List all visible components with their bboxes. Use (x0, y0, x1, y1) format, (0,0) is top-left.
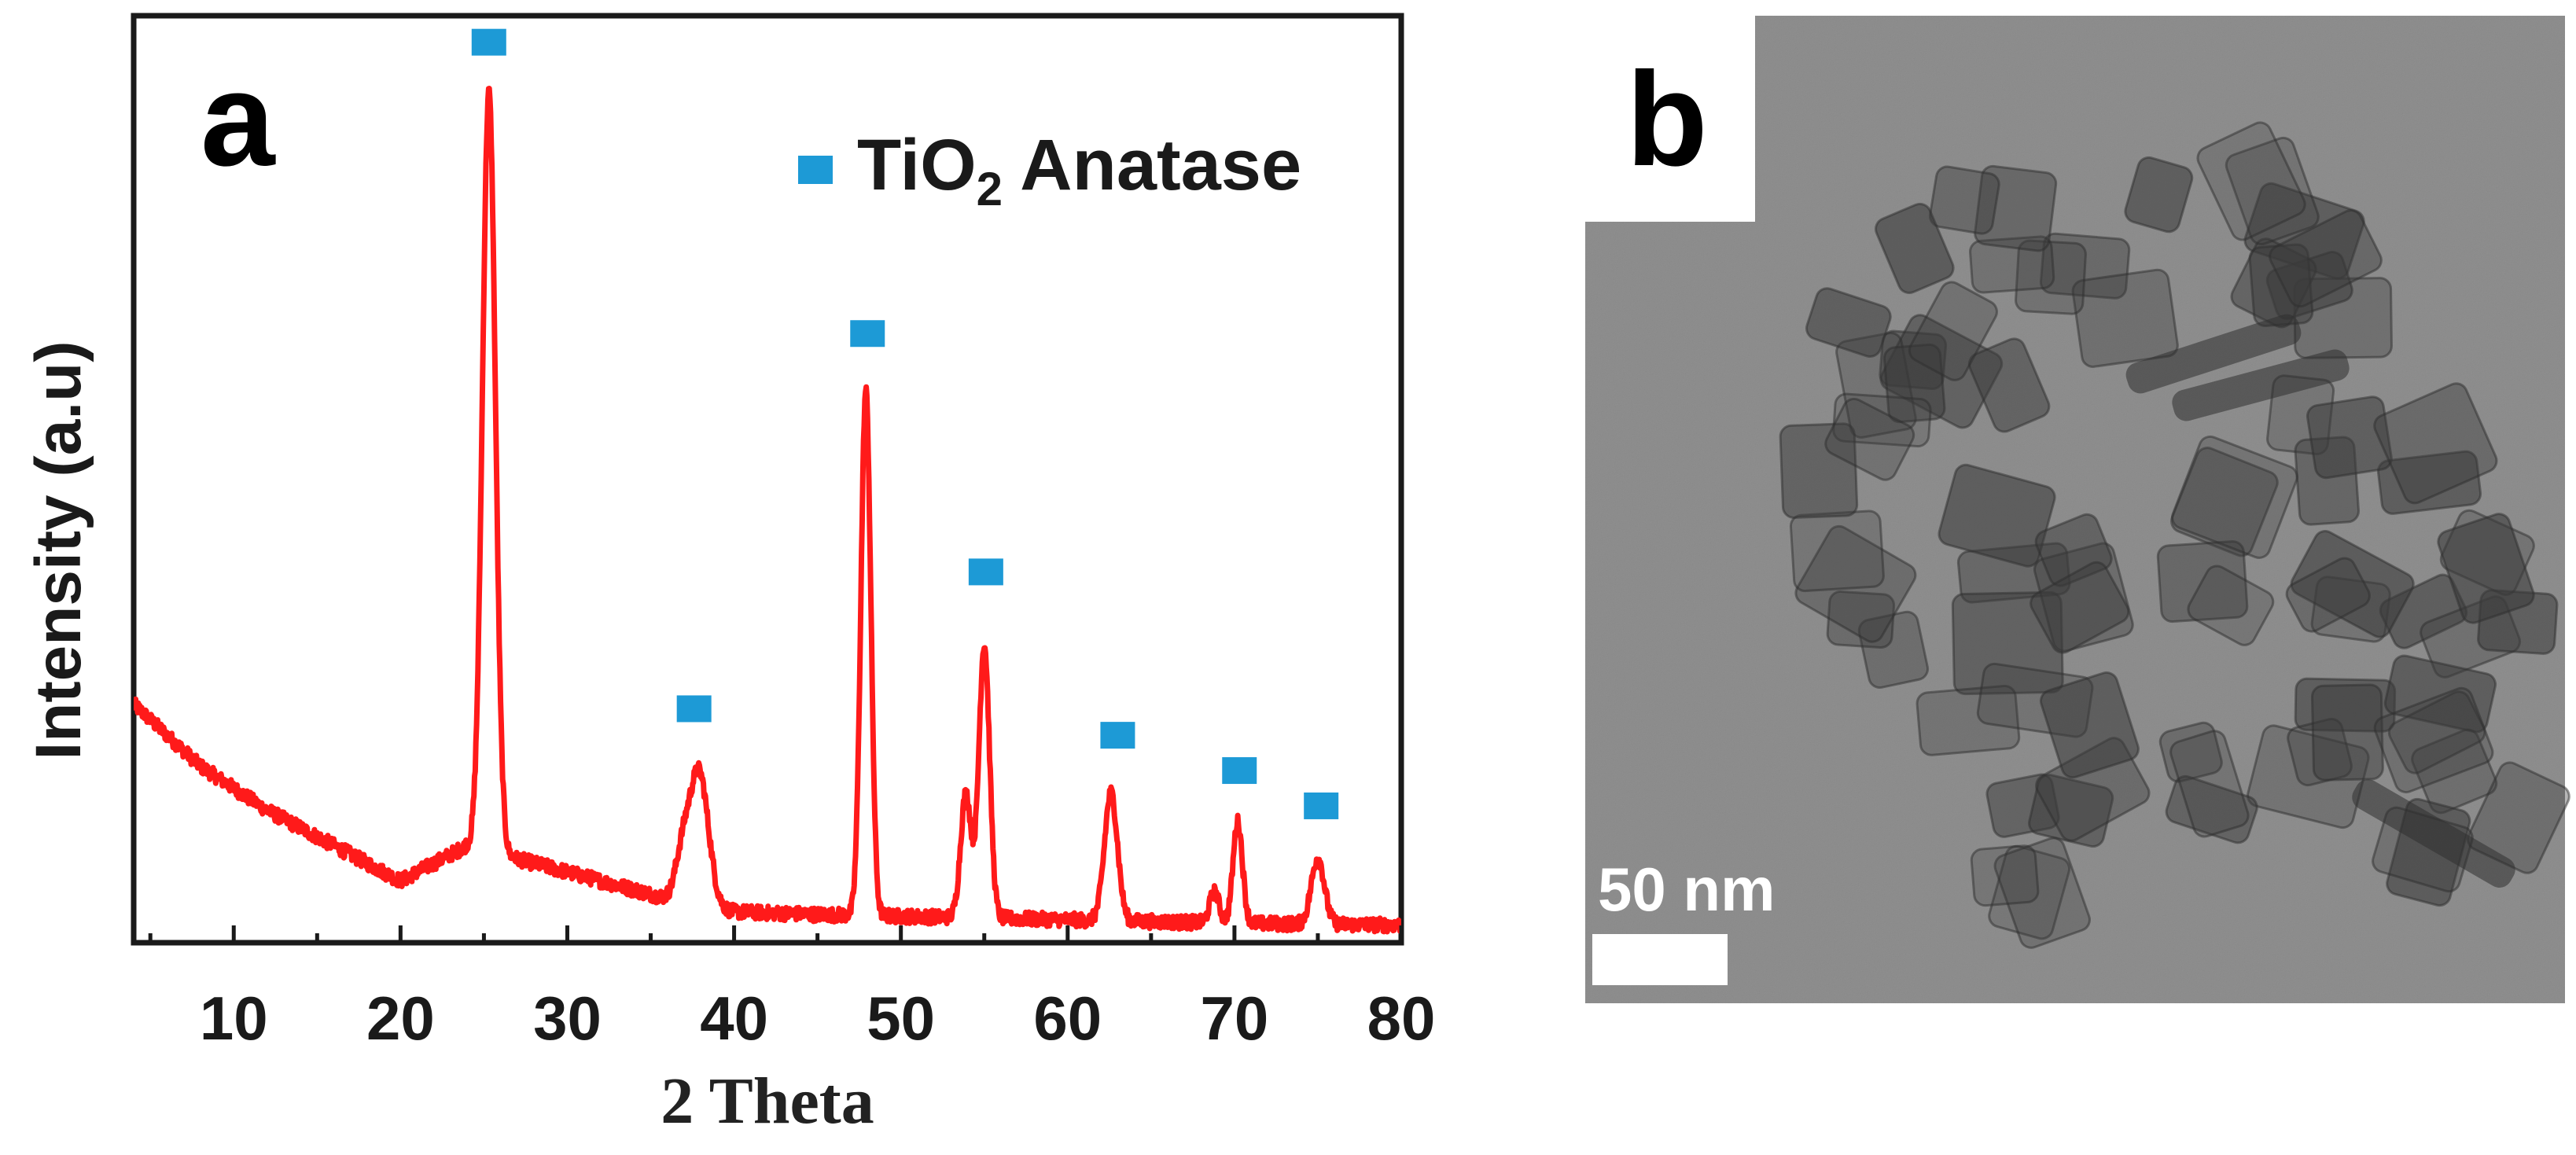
scale-bar-label: 50 nm (1598, 855, 1775, 924)
nanoparticle (2030, 561, 2130, 654)
xrd-chart-panel: 10 20 30 40 50 60 70 80 2 Theta Intensity (a.u)… (23, 13, 1436, 1138)
nanoparticle (1794, 524, 1917, 643)
x-tick-label: 30 (533, 984, 602, 1053)
nanoparticle (2034, 513, 2113, 587)
nanoparticle (1928, 165, 2000, 235)
nanoparticle (1789, 509, 1885, 593)
x-tick-label: 80 (1367, 984, 1436, 1053)
nanorod (2172, 349, 2350, 421)
y-axis-label: Intensity (a.u) (23, 340, 94, 760)
anatase-peak-marker (1304, 792, 1339, 819)
anatase-peak-marker (1100, 722, 1135, 749)
nanoparticle (2071, 268, 2179, 368)
nanoparticle (2387, 690, 2486, 774)
xrd-pattern-line (134, 86, 1401, 935)
nanoparticle (2373, 686, 2494, 794)
nanoparticle (2028, 773, 2114, 848)
x-tick-label: 60 (1033, 984, 1102, 1053)
nanoparticle (2306, 395, 2393, 480)
anatase-peak-marker (968, 558, 1003, 586)
tem-image-panel: b 50 nm (1581, 11, 2570, 1003)
nanoparticle (1970, 844, 2040, 907)
nanoparticle (1915, 684, 2021, 756)
nanoparticle (1951, 590, 2064, 696)
anatase-peak-marker (850, 320, 885, 348)
nanoparticle (2285, 557, 2371, 633)
nanorod (2352, 779, 2515, 888)
x-tick-label: 40 (700, 984, 768, 1053)
nanoparticle (2225, 136, 2320, 245)
panel-letter-box (1581, 11, 1755, 222)
nanoparticle (2171, 435, 2298, 559)
panel-letter-b: b (1626, 45, 1708, 194)
plot-frame (131, 13, 1404, 946)
nanoparticle (2039, 671, 2140, 779)
x-axis-ticks: 10 20 30 40 50 60 70 80 (148, 925, 1436, 1053)
anatase-marker-group (471, 28, 1339, 819)
nanoparticle (1824, 397, 1915, 481)
nanoparticle (1805, 287, 1892, 358)
nanoparticle (2015, 239, 2087, 315)
nanorod (2125, 314, 2302, 394)
x-axis-label: 2 Theta (661, 1065, 874, 1138)
anatase-peak-marker (1222, 757, 1257, 785)
x-tick-label: 20 (366, 984, 435, 1053)
nanoparticle (2196, 121, 2306, 241)
nanoparticle (1993, 837, 2091, 949)
nanoparticle (2310, 683, 2384, 782)
nanoparticle (1832, 392, 1932, 448)
nanoparticle (2169, 730, 2250, 838)
anatase-peak-marker (471, 28, 506, 56)
nanoparticle (2269, 209, 2383, 308)
nanoparticle-cluster (1779, 121, 2570, 949)
nanoparticle (2124, 156, 2194, 234)
nanoparticle (1875, 202, 1955, 295)
nanoparticle (1908, 281, 1998, 381)
legend-label: TiO2 Anatase (857, 125, 1301, 215)
square-marker-icon (798, 156, 833, 184)
x-tick-label: 50 (867, 984, 935, 1053)
x-tick-label: 10 (200, 984, 268, 1053)
anatase-peak-marker (676, 695, 712, 723)
nanoparticle (1857, 610, 1930, 690)
nanoparticle (2373, 382, 2498, 505)
nanoparticle (2290, 530, 2415, 638)
panel-letter-a: a (201, 45, 276, 194)
nanoparticle (2187, 565, 2275, 646)
scale-bar (1592, 934, 1728, 985)
nanoparticle (2437, 513, 2535, 624)
nanoparticle (1779, 422, 1859, 519)
nanoparticle (2411, 728, 2498, 815)
nanoparticle (2165, 774, 2258, 844)
nanoparticle (1974, 164, 2058, 252)
legend: TiO2 Anatase (798, 125, 1301, 215)
nanoparticle (1967, 337, 2051, 433)
x-tick-label: 70 (1201, 984, 1269, 1053)
